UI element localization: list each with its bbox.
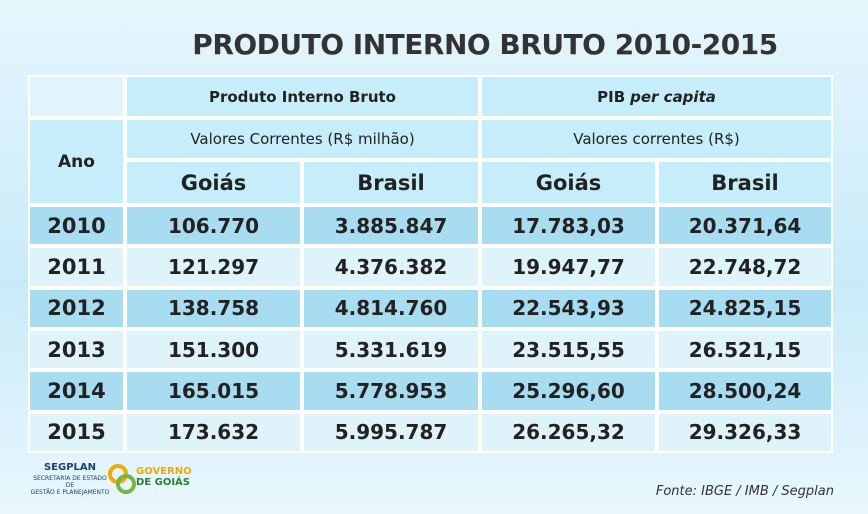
value-cell: 3.885.847: [302, 205, 480, 247]
group-label: PIB: [597, 87, 626, 106]
value-cell: 25.296,60: [480, 370, 657, 412]
group-label-italic: per capita: [630, 87, 716, 106]
year-cell: 2014: [28, 370, 125, 412]
group-sublabel: Valores correntes (R$): [480, 118, 833, 160]
value-cell: 5.331.619: [302, 329, 480, 371]
value-cell: 5.778.953: [302, 370, 480, 412]
column-header: Brasil: [657, 160, 833, 205]
year-cell: 2013: [28, 329, 125, 371]
logo-text: GESTÃO E PLANEJAMENTO: [30, 489, 110, 496]
year-header: Ano: [28, 118, 125, 205]
empty-cell: [28, 75, 125, 118]
value-cell: 24.825,15: [657, 287, 833, 329]
logo-text: DE GOIÁS: [136, 477, 190, 488]
group-sublabel: Valores Correntes (R$ milhão): [125, 118, 480, 160]
value-cell: 106.770: [125, 205, 302, 247]
year-cell: 2015: [28, 411, 125, 453]
year-cell: 2011: [28, 246, 125, 288]
value-cell: 165.015: [125, 370, 302, 412]
value-cell: 23.515,55: [480, 329, 657, 371]
year-cell: 2012: [28, 287, 125, 329]
segplan-logo: SEGPLAN SECRETARIA DE ESTADO DE GESTÃO E…: [30, 462, 110, 496]
group-header: Produto Interno Bruto: [125, 75, 480, 118]
column-header: Goiás: [125, 160, 302, 205]
value-cell: 4.814.760: [302, 287, 480, 329]
year-cell: 2010: [28, 205, 125, 247]
group-header: PIB per capita: [480, 75, 833, 118]
value-cell: 5.995.787: [302, 411, 480, 453]
value-cell: 4.376.382: [302, 246, 480, 288]
title: PRODUTO INTERNO BRUTO 2010-2015: [192, 28, 778, 61]
govgo-icon: [108, 464, 136, 494]
value-cell: 26.265,32: [480, 411, 657, 453]
value-cell: 22.748,72: [657, 246, 833, 288]
value-cell: 17.783,03: [480, 205, 657, 247]
group-label: Produto Interno Bruto: [208, 87, 396, 106]
value-cell: 29.326,33: [657, 411, 833, 453]
value-cell: 173.632: [125, 411, 302, 453]
value-cell: 19.947,77: [480, 246, 657, 288]
value-cell: 121.297: [125, 246, 302, 288]
column-header: Goiás: [480, 160, 657, 205]
column-header: Brasil: [302, 160, 480, 205]
logo-text: GOVERNO: [136, 466, 192, 477]
logo-text: SECRETARIA DE ESTADO DE: [33, 475, 107, 489]
logo-name: SEGPLAN: [43, 462, 97, 473]
value-cell: 22.543,93: [480, 287, 657, 329]
value-cell: 151.300: [125, 329, 302, 371]
value-cell: 28.500,24: [657, 370, 833, 412]
value-cell: 20.371,64: [657, 205, 833, 247]
governo-logo: GOVERNO DE GOIÁS: [136, 466, 192, 488]
source: Fonte: IBGE / IMB / Segplan: [655, 484, 834, 499]
value-cell: 138.758: [125, 287, 302, 329]
value-cell: 26.521,15: [657, 329, 833, 371]
